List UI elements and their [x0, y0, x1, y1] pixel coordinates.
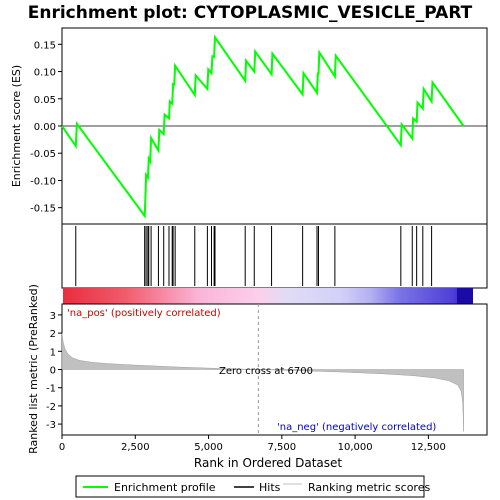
legend-enrichment-label: Enrichment profile	[114, 481, 216, 494]
chart-title: Enrichment plot: CYTOPLASMIC_VESICLE_PAR…	[28, 3, 473, 23]
metric-y-tick-label: -3	[46, 420, 56, 431]
x-axis-label: Rank in Ordered Dataset	[194, 456, 342, 470]
metric-y-axis: 3 2 1 0 -1 -2 -3	[46, 311, 62, 431]
metric-y-tick-label: -2	[46, 402, 56, 413]
es-y-tick-label: -0.10	[30, 176, 56, 187]
es-y-label: Enrichment score (ES)	[10, 65, 23, 187]
es-y-tick-label: 0.10	[34, 68, 56, 79]
legend-metric-label: Ranking metric scores	[308, 481, 430, 494]
legend: Enrichment profile Hits Ranking metric s…	[76, 476, 430, 497]
hits-panel	[62, 224, 487, 288]
x-tick-label: 12,500	[411, 442, 446, 453]
rank-gradient	[63, 288, 473, 304]
rank-color-bar	[63, 288, 473, 304]
x-tick-label: 10,000	[338, 442, 373, 453]
metric-y-label: Ranked list metric (PreRanked)	[27, 284, 40, 454]
es-y-tick-label: -0.15	[30, 204, 56, 215]
es-y-tick-label: 0.05	[34, 95, 56, 106]
es-y-axis: 0.15 0.10 0.05 0.00 -0.05 -0.10 -0.15	[30, 40, 62, 214]
rank-gradient-end	[457, 288, 473, 304]
x-tick-label: 0	[59, 442, 65, 453]
es-y-tick-label: -0.05	[30, 149, 56, 160]
metric-y-tick-label: 2	[50, 329, 56, 340]
pos-correlated-label: 'na_pos' (positively correlated)	[67, 308, 221, 319]
x-tick-label: 2,500	[121, 442, 150, 453]
es-y-tick-label: 0.00	[34, 122, 56, 133]
x-axis: 0 2,500 5,000 7,500 10,000 12,500	[59, 435, 446, 453]
es-y-tick-label: 0.15	[34, 40, 56, 51]
metric-y-tick-label: -1	[46, 384, 56, 395]
metric-y-tick-label: 1	[50, 347, 56, 358]
x-tick-label: 5,000	[194, 442, 223, 453]
neg-correlated-label: 'na_neg' (negatively correlated)	[277, 422, 436, 433]
zero-cross-label: Zero cross at 6700	[219, 366, 313, 377]
metric-panel: 3 2 1 0 -1 -2 -3 'na_pos' (positively correlat…	[27, 284, 487, 454]
metric-y-tick-label: 0	[50, 366, 56, 377]
legend-hits-label: Hits	[259, 481, 281, 494]
x-tick-label: 7,500	[268, 442, 297, 453]
es-panel: 0.15 0.10 0.05 0.00 -0.05 -0.10 -0.15 Enrichme…	[10, 28, 487, 224]
metric-y-tick-label: 3	[50, 311, 56, 322]
